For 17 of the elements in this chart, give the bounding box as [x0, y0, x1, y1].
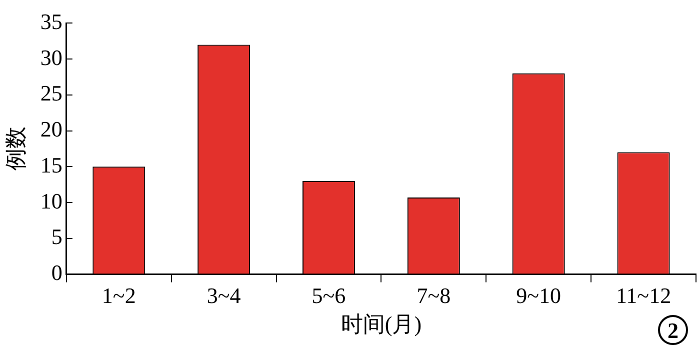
y-tick-label: 30 — [40, 44, 62, 70]
x-tick-label: 9~10 — [516, 283, 562, 308]
text: 2 — [658, 315, 688, 345]
y-tick-label: 0 — [51, 260, 62, 285]
y-tick-label: 15 — [40, 152, 62, 178]
x-axis-title: 时间(月) — [340, 312, 422, 337]
y-tick-label: 5 — [51, 224, 62, 250]
y-tick-label: 35 — [40, 8, 62, 34]
y-axis-title: 例数 — [2, 126, 28, 171]
x-tick-label: 1~2 — [102, 283, 136, 308]
y-tick-label: 20 — [40, 116, 62, 142]
y-tick-label: 25 — [40, 80, 62, 106]
y-tick-label: 10 — [40, 188, 62, 214]
x-tick-label: 3~4 — [206, 283, 241, 308]
x-tick-label: 7~8 — [416, 283, 451, 308]
x-tick-label: 5~6 — [312, 283, 346, 308]
x-tick-label: 11~12 — [616, 283, 672, 308]
